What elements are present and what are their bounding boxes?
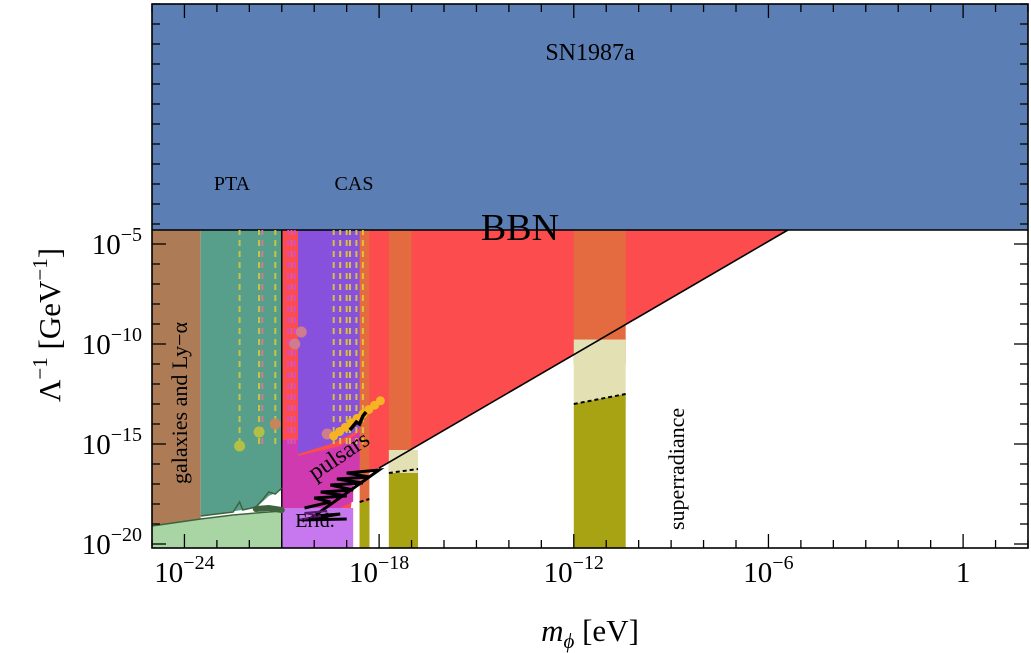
olive-band-1 xyxy=(359,502,370,548)
y-tick-label: 10−15 xyxy=(82,424,142,461)
orange-band-1 xyxy=(359,230,370,548)
galaxies-label: galaxies and Ly−α xyxy=(167,322,192,484)
x-tick-label: 10−6 xyxy=(743,552,793,589)
allowed-region xyxy=(353,230,1028,548)
tick-marks xyxy=(151,3,1029,548)
superradiance-label: superradiance xyxy=(664,408,689,530)
x-tick-label: 10−12 xyxy=(544,552,604,589)
x-tick-label-base: 10 xyxy=(349,557,378,589)
data-point-3 xyxy=(269,418,281,430)
data-point-1 xyxy=(234,440,246,452)
x-axis-title: mϕ [eV] xyxy=(541,613,639,653)
data-point-4 xyxy=(289,338,301,350)
y-tick-label-exponent: −15 xyxy=(111,424,142,446)
pta-region xyxy=(200,230,282,516)
dark-green-blob xyxy=(252,504,285,513)
x-tick-label: 1 xyxy=(956,557,971,589)
cas-label: CAS xyxy=(335,173,374,195)
y-tick-label: 10−10 xyxy=(82,324,142,361)
y-axis-title: Λ−1 [GeV−1] xyxy=(28,248,67,402)
pale-band-2 xyxy=(388,450,419,473)
bbn-boundary xyxy=(378,229,789,469)
data-point-2 xyxy=(253,426,265,438)
plot-frame xyxy=(151,3,1029,549)
sn1987a-region xyxy=(152,4,1028,230)
orange-band-2 xyxy=(388,230,412,472)
x-tick-label-base: 1 xyxy=(956,557,971,589)
plot-regions xyxy=(152,4,1028,548)
olive-band-2 xyxy=(388,473,419,548)
x-tick-label-base: 10 xyxy=(154,557,183,589)
pta-boundary xyxy=(200,487,283,517)
pulsar-black-lower xyxy=(300,467,385,522)
y-tick-label-exponent: −20 xyxy=(111,524,142,546)
y-tick-label-exponent: −10 xyxy=(111,324,142,346)
galaxies-region xyxy=(152,230,201,548)
x-tick-label-exponent: −18 xyxy=(378,552,409,574)
y-tick-label-base: 10 xyxy=(82,529,111,561)
y-tick-label: 10−5 xyxy=(92,224,142,261)
y-tick-label-base: 10 xyxy=(92,229,121,261)
superradiance-dashed-2 xyxy=(388,468,419,474)
x-tick-label-exponent: −6 xyxy=(772,552,793,574)
frame-rect xyxy=(151,3,1029,549)
erid-label: Erid. xyxy=(295,510,334,532)
x-tick-label-base: 10 xyxy=(544,557,573,589)
sn1987a-label: SN1987a xyxy=(545,40,635,66)
superradiance-dashed-3 xyxy=(573,393,626,405)
y-tick-label: 10−20 xyxy=(82,524,142,561)
x-tick-label: 10−18 xyxy=(349,552,409,589)
x-tick-label-base: 10 xyxy=(743,557,772,589)
pulsar-point-9 xyxy=(375,396,385,406)
superradiance-dashed-1 xyxy=(359,498,370,503)
pta-label: PTA xyxy=(214,173,251,195)
overlays xyxy=(151,229,1028,548)
data-point-5 xyxy=(295,326,307,338)
y-tick-label-exponent: −5 xyxy=(121,224,142,246)
erid-outline xyxy=(297,510,328,521)
y-tick-label-base: 10 xyxy=(82,429,111,461)
x-tick-label: 10−24 xyxy=(154,552,214,589)
pulsar-black-upper xyxy=(348,410,368,432)
x-tick-label-exponent: −12 xyxy=(573,552,604,574)
light-green-boundary xyxy=(151,510,282,527)
y-tick-label-base: 10 xyxy=(82,329,111,361)
x-tick-label-exponent: −24 xyxy=(183,552,214,574)
superradiance-region xyxy=(573,394,626,548)
bbn-label: BBN xyxy=(481,207,559,249)
